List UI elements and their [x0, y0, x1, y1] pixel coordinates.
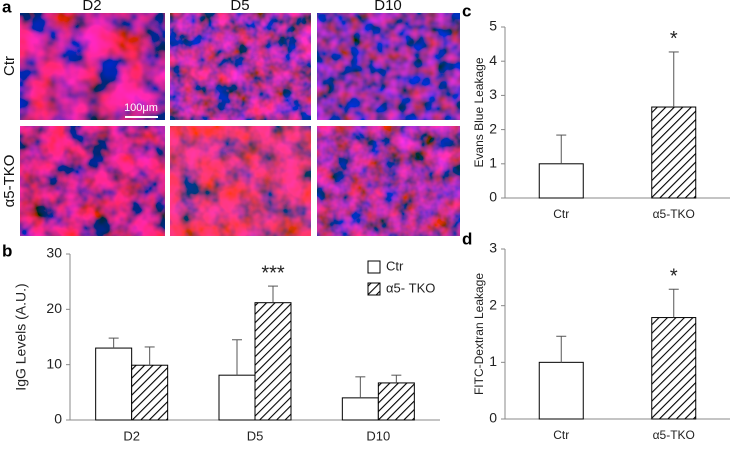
image — [20, 13, 165, 120]
bar — [95, 347, 133, 421]
x-tick-label: α5-TKO — [653, 428, 695, 442]
column-label: D2 — [82, 0, 101, 14]
x-tick-label: Ctr — [553, 207, 569, 221]
y-tick-label: 1 — [489, 353, 497, 369]
x-tick-label: α5-TKO — [653, 207, 695, 221]
y-tick-label: 1 — [489, 155, 497, 171]
image — [170, 126, 311, 236]
bar — [377, 382, 415, 421]
legend-label: α5- TKO — [386, 280, 435, 295]
scale-bar-label: 100μm — [124, 102, 158, 114]
column-label: D5 — [230, 0, 249, 14]
y-tick-label: 0 — [54, 411, 62, 427]
y-axis-title: FITC-Dextran Leakage — [472, 273, 486, 395]
x-tick-label: Ctr — [553, 428, 569, 442]
row-label: α5-TKO — [1, 155, 18, 208]
image — [317, 13, 460, 120]
significance-mark: * — [670, 266, 678, 288]
y-tick-label: 4 — [489, 52, 497, 68]
bar — [218, 374, 256, 421]
y-tick-label: 3 — [489, 86, 497, 102]
image — [20, 126, 165, 236]
bar — [131, 364, 169, 421]
panel-label: b — [2, 241, 12, 260]
x-tick-label: D2 — [123, 428, 140, 443]
bar — [538, 361, 584, 420]
y-axis-title: IgG Levels (A.U.) — [13, 283, 29, 390]
bar — [651, 317, 697, 420]
bar — [254, 302, 292, 421]
column-label: D10 — [374, 0, 402, 14]
y-tick-label: 0 — [489, 189, 497, 205]
x-tick-label: D5 — [247, 428, 264, 443]
y-tick-label: 2 — [489, 120, 497, 136]
bar — [538, 163, 584, 199]
legend-swatch — [367, 260, 381, 274]
legend-label: Ctr — [386, 258, 404, 273]
panel-label: c — [462, 1, 471, 20]
y-axis-title: Evans Blue Leakage — [472, 57, 486, 167]
image — [170, 13, 311, 120]
x-tick-label: D10 — [366, 428, 390, 443]
image — [317, 126, 460, 236]
bar — [651, 106, 697, 199]
row-label: Ctr — [1, 56, 18, 76]
panel-label: a — [2, 0, 12, 16]
y-tick-label: 20 — [46, 300, 62, 316]
significance-mark: *** — [261, 262, 285, 284]
panel-label: d — [462, 229, 472, 248]
y-tick-label: 30 — [46, 245, 62, 261]
bar — [341, 397, 379, 421]
y-tick-label: 3 — [489, 240, 497, 256]
y-tick-label: 10 — [46, 355, 62, 371]
y-tick-label: 0 — [489, 410, 497, 426]
significance-mark: * — [670, 28, 678, 50]
legend-swatch — [367, 282, 381, 296]
micrographs: 100μm D2 D5 D10 Ctr α5-TKO — [1, 0, 460, 236]
y-tick-label: 2 — [489, 296, 497, 312]
y-tick-label: 5 — [489, 18, 497, 34]
